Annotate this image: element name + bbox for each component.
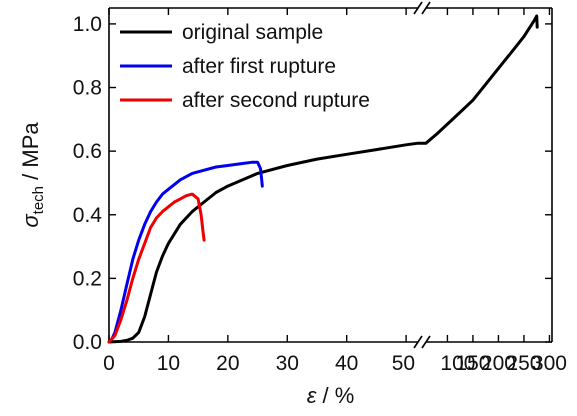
- series-line-3: [107, 192, 206, 344]
- y-tick-label: 0.4: [73, 204, 103, 227]
- legend-label-3: after second rupture: [182, 89, 370, 112]
- y-axis-title-unit: / MPa: [18, 122, 43, 186]
- legend-label-2: after first rupture: [182, 55, 336, 78]
- x-tick-label: 20: [216, 352, 239, 375]
- x-tick-label: 150: [455, 352, 490, 375]
- x-tick-label: 40: [335, 352, 358, 375]
- series-layer: [107, 14, 539, 344]
- series-line-2: [107, 160, 264, 344]
- x-axis-title-unit: / %: [316, 383, 354, 408]
- legend: original sample after first rupture after …: [120, 21, 370, 112]
- y-axis-title-symbol: σ: [18, 214, 43, 228]
- y-tick-label: 0.6: [73, 140, 102, 163]
- x-tick-label: 250: [506, 352, 541, 375]
- x-axis-title-symbol: ε: [307, 383, 317, 408]
- x-tick-label: 300: [532, 352, 567, 375]
- y-tick-label: 0.8: [73, 77, 102, 100]
- x-axis-title: ε / %: [307, 383, 355, 408]
- axis-break-top: [413, 1, 431, 15]
- x-tick-label: 50: [392, 352, 415, 375]
- legend-label-1: original sample: [182, 21, 323, 44]
- x-tick-label: 100: [440, 352, 475, 375]
- x-tick-label: 200: [481, 352, 516, 375]
- x-tick-label: 30: [276, 352, 299, 375]
- y-tick-label: 0.0: [73, 331, 102, 354]
- y-tick-label: 0.2: [73, 267, 102, 290]
- y-axis-title: σtech / MPa: [18, 122, 47, 228]
- x-tick-label: 10: [157, 352, 180, 375]
- y-axis-title-subscript: tech: [30, 186, 47, 214]
- y-tick-label: 1.0: [73, 13, 102, 36]
- x-tick-label: 0: [103, 352, 115, 375]
- axis-break-bottom: [413, 335, 431, 349]
- series-line-1: [107, 14, 539, 344]
